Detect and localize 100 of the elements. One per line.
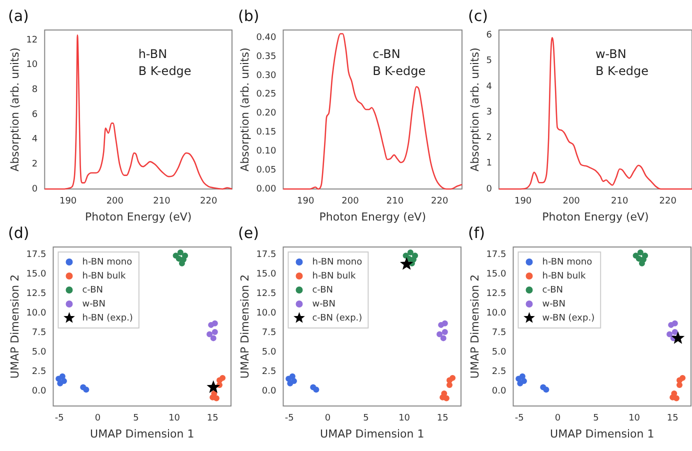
y-tick-label: 5 [486, 56, 492, 66]
y-tick-label: 0 [32, 184, 38, 194]
y-tick-label: 10.0 [256, 308, 277, 319]
point [666, 331, 673, 338]
chart-title: (b) [238, 6, 260, 25]
x-axis-title: UMAP Dimension 1 [550, 427, 654, 440]
x-tick-label: 15 [666, 414, 678, 424]
y-tick-label: 2.5 [492, 367, 506, 378]
chart-title: (d) [8, 224, 30, 242]
x-axis-title: UMAP Dimension 1 [320, 427, 424, 440]
x-tick-label: 220 [659, 196, 677, 207]
x-tick-label: 10 [168, 414, 180, 424]
legend-label: h-BN mono [542, 257, 593, 268]
y-tick-label: 12.5 [256, 289, 276, 300]
point [206, 331, 213, 338]
x-tick-label: 200 [562, 196, 580, 207]
legend-label: w-BN [312, 299, 336, 310]
y-tick-label: 7.5 [492, 328, 506, 338]
line-series [44, 34, 233, 190]
legend-label: c-BN [82, 285, 104, 296]
x-tick-label: 5 [363, 414, 369, 424]
y-tick-label: 12.5 [26, 289, 46, 300]
chart-title: (a) [8, 6, 29, 25]
y-tick-label: 4 [486, 82, 492, 92]
x-tick-label: 220 [200, 196, 218, 207]
y-tick-label: 15.0 [256, 270, 277, 280]
point [436, 331, 443, 338]
point [83, 386, 90, 393]
point [671, 331, 685, 344]
legend-label: w-BN [542, 299, 566, 310]
y-tick-label: 3 [486, 107, 492, 118]
x-tick-label: 190 [296, 196, 314, 207]
point [212, 320, 218, 326]
legend-label: h-BN bulk [82, 271, 127, 282]
y-tick-label: 0.25 [256, 90, 276, 100]
legend-label: w-BN (exp.) [542, 313, 595, 324]
y-tick-label: 8 [32, 84, 38, 95]
point [60, 378, 67, 384]
x-tick-label: 5 [133, 414, 139, 424]
x-tick-label: 220 [431, 196, 449, 207]
y-tick-label: 0.10 [256, 146, 277, 156]
x-tick-label: 15 [436, 414, 448, 424]
point [178, 260, 185, 266]
x-tick-label: 210 [153, 196, 171, 207]
y-tick-label: 15.0 [26, 270, 47, 280]
y-tick-label: 0.15 [256, 128, 276, 138]
x-tick-label: 210 [611, 196, 628, 207]
y-tick-label: 2.5 [262, 367, 276, 378]
y-tick-label: 5.0 [262, 348, 276, 358]
x-tick-label: 200 [106, 196, 124, 207]
annotation: c-BN [372, 47, 400, 61]
point [637, 249, 644, 256]
chart-title: (e) [238, 224, 259, 242]
x-tick-label: 200 [342, 196, 360, 207]
x-tick-label: 210 [386, 196, 404, 207]
y-tick-label: 0.35 [256, 52, 276, 62]
y-tick-label: 17.5 [26, 250, 46, 260]
annotation: B K-edge [138, 64, 192, 78]
point [210, 335, 216, 342]
point [672, 328, 678, 335]
point [442, 320, 448, 326]
point [440, 335, 446, 342]
x-tick-label: 0 [324, 414, 331, 424]
x-axis-title: Photon Energy (eV) [84, 210, 192, 224]
y-tick-label: 17.5 [256, 250, 276, 260]
x-axis-title: Photon Energy (eV) [542, 210, 649, 224]
point [206, 380, 220, 393]
point [400, 257, 414, 270]
y-axis-title: UMAP Dimension 2 [8, 274, 22, 379]
point [212, 328, 218, 335]
x-axis-title: Photon Energy (eV) [319, 210, 426, 224]
y-tick-label: 7.5 [262, 328, 276, 338]
y-tick-label: 10.0 [486, 308, 507, 319]
x-tick-label: 190 [59, 196, 77, 207]
chart-title: (f) [468, 224, 485, 242]
y-tick-label: 0.0 [262, 386, 276, 397]
y-axis-title: UMAP Dimension 2 [238, 274, 252, 379]
y-tick-label: 15.0 [486, 270, 507, 280]
y-tick-label: 6 [32, 110, 38, 120]
x-tick-label: 15 [206, 414, 218, 424]
point [543, 386, 550, 393]
line-series [498, 37, 692, 190]
y-tick-label: 0.30 [256, 70, 277, 81]
y-axis-title: Absorption (arb. units) [238, 48, 252, 172]
point [520, 378, 527, 384]
annotation: w-BN [595, 47, 626, 61]
y-axis-title: Absorption (arb. units) [8, 48, 22, 172]
y-tick-label: 2 [486, 133, 492, 144]
y-tick-label: 2 [32, 160, 38, 170]
y-tick-label: 17.5 [486, 250, 506, 260]
point [407, 249, 414, 256]
annotation: B K-edge [372, 64, 426, 78]
annotation: B K-edge [595, 64, 648, 78]
x-tick-label: 190 [514, 196, 532, 207]
y-tick-label: 0.0 [32, 386, 46, 397]
x-tick-label: 10 [398, 414, 410, 424]
legend-label: h-BN (exp.) [82, 313, 133, 324]
x-tick-label: 0 [94, 414, 101, 424]
y-tick-label: 5.0 [492, 348, 506, 358]
y-tick-label: 0.40 [256, 32, 277, 43]
